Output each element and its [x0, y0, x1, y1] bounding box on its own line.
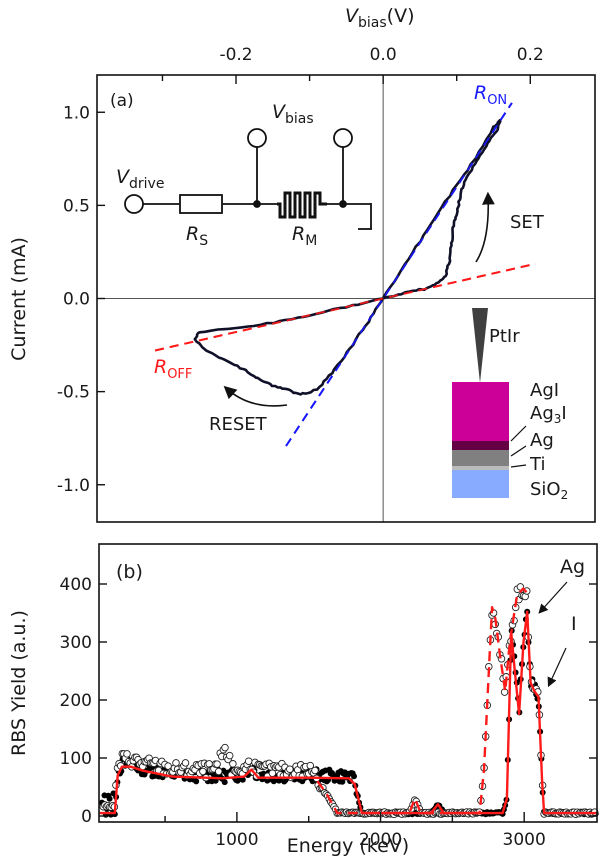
- layer-ti: [452, 466, 509, 470]
- x-axis-tick-labels-b: 1000 2000 3000: [215, 830, 546, 850]
- reset-label: RESET: [209, 414, 268, 435]
- y-tick-label: 300: [60, 633, 92, 653]
- top-axis-tick-labels: -0.2 0.0 0.2: [219, 45, 543, 65]
- data-point-filled: [239, 776, 246, 783]
- data-point-filled: [351, 773, 357, 780]
- y-tick-label: 1.0: [63, 103, 90, 123]
- y-axis-tick-labels-b: 0 100 200 300 400: [60, 575, 92, 827]
- x-tick-label: 2000: [359, 830, 402, 850]
- y-axis-title: Current (mA): [8, 237, 30, 361]
- layer-stack-inset: [452, 308, 527, 498]
- y-tick-label: 100: [60, 749, 92, 769]
- data-point-filled: [339, 778, 346, 785]
- data-point-open: [172, 759, 180, 767]
- rs-resistor: [179, 194, 223, 214]
- y-axis-tick-labels: 1.0 0.5 0.0 -0.5 -1.0: [57, 103, 90, 496]
- data-point-open: [123, 750, 131, 758]
- i-arrow: [547, 647, 567, 688]
- i-peak-label: I: [571, 613, 577, 635]
- iv-loop: [154, 102, 536, 447]
- y-tick-label: -0.5: [57, 383, 90, 403]
- data-point-open: [244, 757, 253, 765]
- set-arrow: [475, 191, 495, 263]
- rbs-data-points: [98, 583, 599, 819]
- ag-label: Ag: [530, 430, 554, 451]
- ti-label: Ti: [529, 454, 545, 475]
- data-point-open: [213, 760, 221, 768]
- data-point-open: [221, 743, 229, 752]
- r-off-label: ROFF: [154, 356, 192, 382]
- y-tick-label: -1.0: [57, 476, 90, 496]
- rm-label: RM: [292, 223, 317, 249]
- data-point-filled: [193, 778, 200, 785]
- set-label: SET: [510, 212, 545, 233]
- panel-label-b: (b): [116, 561, 143, 583]
- circuit-inset: [124, 128, 372, 230]
- ag3i-label: Ag3I: [530, 403, 567, 426]
- y-tick-label: 200: [60, 691, 92, 711]
- data-point-open: [229, 760, 237, 768]
- data-point-open: [199, 767, 207, 776]
- plot-frame-b: [98, 543, 598, 823]
- data-point-filled: [221, 779, 228, 786]
- data-point-open: [286, 765, 294, 773]
- sio2-label: SiO2: [530, 479, 568, 502]
- v-drive-terminal: [124, 194, 144, 214]
- v-bias-terminal-2: [333, 128, 353, 148]
- panel-label-a: (a): [110, 91, 134, 111]
- y-tick-label: 0.5: [63, 196, 90, 216]
- y-tick-label: 0.0: [63, 290, 90, 310]
- rm-memristor: [277, 191, 327, 219]
- axis-ticks-b: [99, 583, 597, 822]
- v-bias-terminal-1: [247, 128, 267, 148]
- y-tick-label: 400: [60, 575, 92, 595]
- layer-ag: [452, 450, 509, 466]
- ag-arrow: [538, 581, 568, 614]
- data-point-open: [181, 759, 190, 767]
- x-tick-label: -0.2: [219, 45, 252, 65]
- plot-frame-a: [96, 74, 596, 523]
- x-tick-label: 0.2: [517, 45, 544, 65]
- reset-arrow: [223, 385, 288, 407]
- x-tick-label: 3000: [503, 830, 546, 850]
- ptir-tip: [472, 308, 488, 383]
- ptir-label: PtIr: [489, 326, 520, 347]
- layer-sio2: [452, 470, 509, 498]
- axis-ticks: [97, 75, 531, 486]
- fit-line-overlay: [154, 262, 536, 352]
- rbs-fit-lines: [99, 587, 597, 815]
- v-drive-label: Vdrive: [116, 166, 164, 192]
- v-bias-label: Vbias: [272, 101, 314, 127]
- fit-line-overlay: [285, 102, 513, 447]
- panel-a: Vbias(V) -0.2 0.0 0.2 1.0 0.5 0.0 -0.5 -1.0 Cu…: [8, 5, 596, 523]
- agi-label: AgI: [530, 380, 559, 401]
- x-tick-label: 1000: [215, 830, 258, 850]
- r-on-label: RON: [474, 82, 507, 108]
- data-point-open: [225, 751, 234, 760]
- data-point-open: [311, 766, 319, 775]
- data-point-filled: [106, 795, 113, 802]
- top-axis-title: Vbias(V): [345, 5, 414, 31]
- data-point-open: [214, 767, 223, 776]
- layer-agi: [452, 382, 509, 441]
- y-axis-title-b: RBS Yield (a.u.): [8, 610, 30, 756]
- x-axis-title-b: Energy (keV): [287, 835, 409, 857]
- ag-peak-label: Ag: [560, 556, 585, 578]
- x-tick-label: 0.0: [370, 45, 397, 65]
- rs-label: RS: [186, 223, 208, 249]
- rbs-fit-dashed: [316, 587, 528, 815]
- y-tick-label: 0: [81, 807, 92, 827]
- layer-ag3i: [452, 441, 509, 450]
